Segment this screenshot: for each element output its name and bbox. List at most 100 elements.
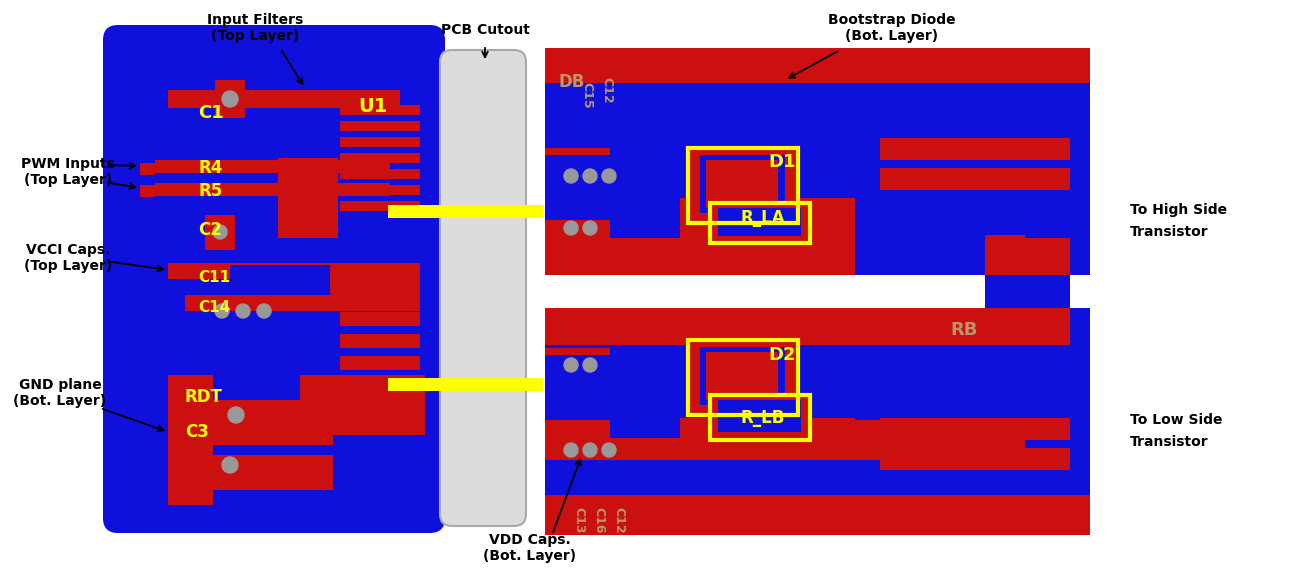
Circle shape <box>213 225 227 239</box>
FancyBboxPatch shape <box>103 25 444 533</box>
Circle shape <box>565 221 578 235</box>
Bar <box>545 308 1090 535</box>
Text: C1: C1 <box>198 104 224 122</box>
Bar <box>545 238 1025 275</box>
Bar <box>610 148 680 238</box>
Circle shape <box>583 358 597 372</box>
Text: R_LA: R_LA <box>740 209 784 227</box>
Bar <box>545 495 1090 535</box>
Circle shape <box>222 91 238 107</box>
Bar <box>930 448 985 470</box>
Bar <box>230 265 329 293</box>
Text: Bootstrap Diode
(Bot. Layer): Bootstrap Diode (Bot. Layer) <box>828 13 956 43</box>
Bar <box>880 168 935 190</box>
Circle shape <box>565 358 578 372</box>
Text: RB: RB <box>950 321 977 339</box>
Text: To Low Side: To Low Side <box>1130 413 1222 427</box>
FancyBboxPatch shape <box>441 50 526 526</box>
Bar <box>689 340 798 415</box>
Text: Transistor: Transistor <box>1130 435 1208 449</box>
Bar <box>985 308 1070 345</box>
Bar <box>388 205 543 218</box>
Text: C12: C12 <box>612 507 625 533</box>
Bar <box>711 395 810 440</box>
Bar <box>985 238 1070 275</box>
Bar <box>985 448 1070 470</box>
Text: VDD Caps.
(Bot. Layer): VDD Caps. (Bot. Layer) <box>483 533 576 563</box>
Bar <box>718 208 801 236</box>
Bar <box>278 158 339 238</box>
Bar <box>545 148 665 230</box>
Bar <box>689 148 798 223</box>
Text: GND plane
(Bot. Layer): GND plane (Bot. Layer) <box>13 378 106 408</box>
Circle shape <box>565 443 578 457</box>
Text: C2: C2 <box>198 221 222 239</box>
Bar <box>930 138 985 160</box>
Text: DB: DB <box>558 73 584 91</box>
Bar <box>545 355 610 420</box>
Text: C16: C16 <box>592 507 605 533</box>
Text: C14: C14 <box>198 300 230 315</box>
Bar <box>545 198 1025 240</box>
Bar <box>855 190 985 275</box>
Text: C13: C13 <box>572 507 585 533</box>
Bar <box>855 345 985 420</box>
Bar <box>155 160 390 173</box>
Bar <box>545 155 610 220</box>
Circle shape <box>236 304 249 318</box>
Bar <box>340 153 420 163</box>
Bar <box>880 448 935 470</box>
Bar <box>340 334 420 348</box>
Bar <box>880 418 935 440</box>
Bar <box>985 168 1070 190</box>
Text: C11: C11 <box>198 269 230 285</box>
Bar <box>340 121 420 131</box>
Bar <box>340 378 420 392</box>
Bar <box>545 418 1025 460</box>
Bar <box>711 203 810 243</box>
Bar <box>711 203 810 243</box>
Circle shape <box>583 169 597 183</box>
Bar <box>213 455 333 490</box>
Bar <box>340 137 420 147</box>
Bar <box>155 183 390 196</box>
Bar <box>985 350 1070 420</box>
Circle shape <box>565 169 578 183</box>
Bar <box>340 105 420 115</box>
Text: U1: U1 <box>358 97 388 117</box>
Bar <box>168 375 213 505</box>
Bar <box>545 348 665 430</box>
Text: D2: D2 <box>767 346 796 364</box>
Bar <box>705 160 778 208</box>
Bar <box>205 215 235 250</box>
Bar <box>985 138 1070 160</box>
Bar <box>930 418 985 440</box>
Bar <box>880 138 935 160</box>
Text: R4: R4 <box>198 159 222 177</box>
Text: C3: C3 <box>185 423 209 441</box>
Text: PCB Cutout: PCB Cutout <box>441 23 530 37</box>
Bar <box>545 48 1090 83</box>
Circle shape <box>583 221 597 235</box>
Circle shape <box>214 304 229 318</box>
Bar <box>985 418 1070 440</box>
Bar <box>340 356 420 370</box>
Bar <box>340 185 420 195</box>
Circle shape <box>222 457 238 473</box>
Bar <box>985 190 1070 235</box>
Bar <box>213 400 333 445</box>
Bar <box>705 352 778 400</box>
Bar <box>985 275 1070 310</box>
Bar <box>340 312 420 326</box>
Text: Transistor: Transistor <box>1130 225 1208 239</box>
Bar <box>214 80 245 118</box>
Bar <box>689 148 798 223</box>
Bar <box>329 263 420 311</box>
Circle shape <box>583 443 597 457</box>
Circle shape <box>257 304 271 318</box>
Text: PWM Inputs
(Top Layer): PWM Inputs (Top Layer) <box>21 157 115 187</box>
Bar <box>388 378 543 391</box>
Text: To High Side: To High Side <box>1130 203 1227 217</box>
Bar <box>140 163 155 175</box>
Bar <box>930 168 985 190</box>
